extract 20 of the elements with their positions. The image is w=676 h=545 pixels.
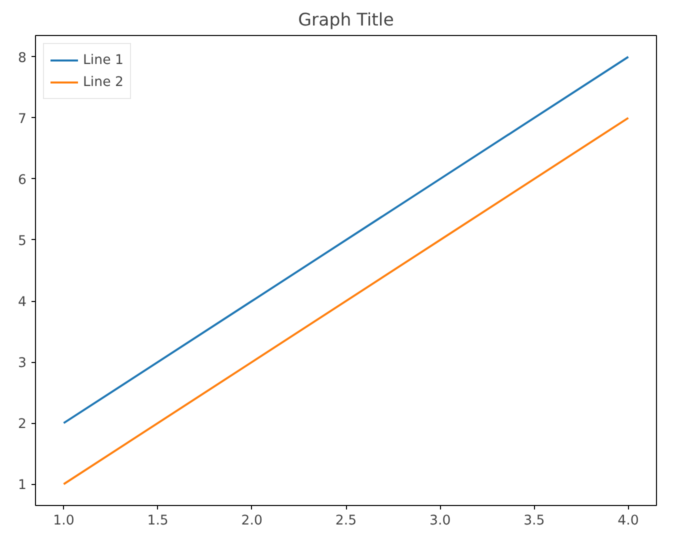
x-tick-label: 1.0 [53, 514, 74, 528]
x-tick-label: 4.0 [618, 514, 639, 528]
x-tick-label: 2.0 [241, 514, 263, 528]
x-tick-label: 1.5 [147, 514, 168, 528]
legend-label: Line 2 [83, 74, 124, 90]
y-tick-label: 2 [18, 417, 27, 432]
x-tick-label: 3.5 [524, 514, 545, 528]
line-series [62, 116, 630, 486]
y-tick-label: 5 [18, 234, 27, 249]
y-tick-label: 7 [18, 112, 27, 127]
y-tick-label: 1 [18, 478, 27, 494]
y-tick-label: 6 [18, 172, 27, 188]
x-tick-label: 2.5 [335, 514, 357, 528]
legend-label: Line 1 [83, 52, 124, 68]
y-tick-label: 4 [18, 295, 27, 310]
x-tick-label: 3.0 [429, 514, 451, 528]
y-tick-label: 8 [18, 50, 27, 66]
line-series [62, 56, 630, 424]
y-tick-label: 3 [18, 356, 27, 372]
chart-title: Graph Title [298, 10, 394, 30]
